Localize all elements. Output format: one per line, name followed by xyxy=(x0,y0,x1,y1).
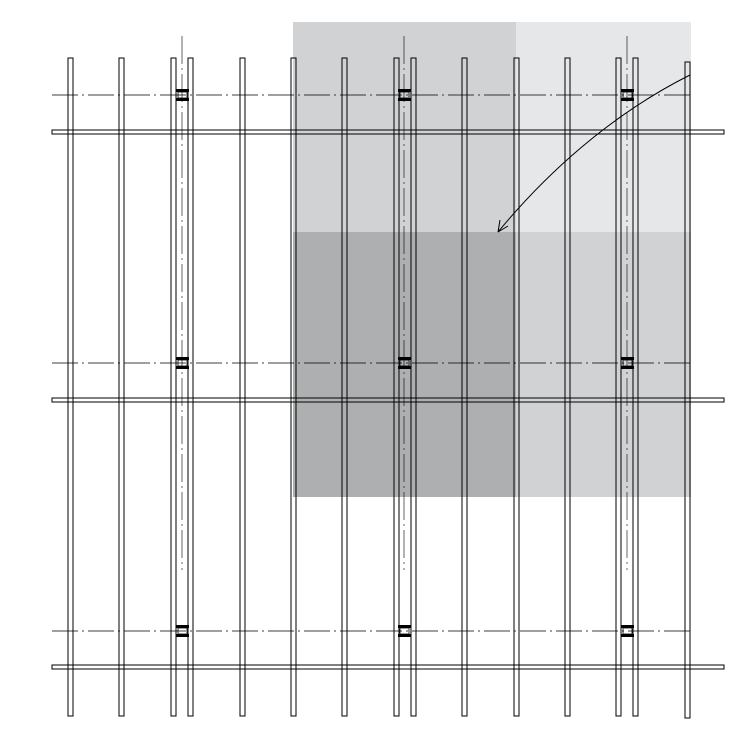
joist xyxy=(513,57,520,717)
connector xyxy=(398,357,411,369)
joist xyxy=(684,61,691,719)
beam-centerlines xyxy=(52,94,690,632)
shaded-regions xyxy=(293,22,691,497)
joist xyxy=(564,57,571,717)
connector xyxy=(398,89,411,101)
connector xyxy=(176,357,189,369)
region-lower-left xyxy=(293,232,516,497)
joist xyxy=(118,57,125,717)
connector xyxy=(176,625,189,637)
beam-1 xyxy=(51,129,725,135)
connector xyxy=(621,357,634,369)
beam-2 xyxy=(51,397,725,403)
callout-arrow-curve xyxy=(497,74,691,233)
joist xyxy=(393,57,400,717)
joists xyxy=(67,57,691,719)
callout-arrow xyxy=(497,74,691,233)
connector xyxy=(621,625,634,637)
connectors xyxy=(176,89,634,637)
joist xyxy=(67,57,74,717)
joist xyxy=(290,57,297,717)
joist xyxy=(187,57,194,717)
joist xyxy=(239,57,246,717)
joist xyxy=(632,57,639,717)
callout-arrowhead xyxy=(497,219,509,233)
connector xyxy=(621,89,634,101)
region-upper-right xyxy=(516,22,691,232)
joist xyxy=(410,57,417,717)
joist xyxy=(461,57,468,717)
column-centerlines xyxy=(181,36,628,570)
region-lower-right xyxy=(516,232,691,497)
region-upper-left xyxy=(293,22,516,232)
joist xyxy=(170,57,177,717)
connector xyxy=(176,89,189,101)
beam-3 xyxy=(51,664,725,670)
joist xyxy=(341,57,348,717)
connector xyxy=(398,625,411,637)
beams xyxy=(51,129,725,670)
joist xyxy=(615,57,622,717)
